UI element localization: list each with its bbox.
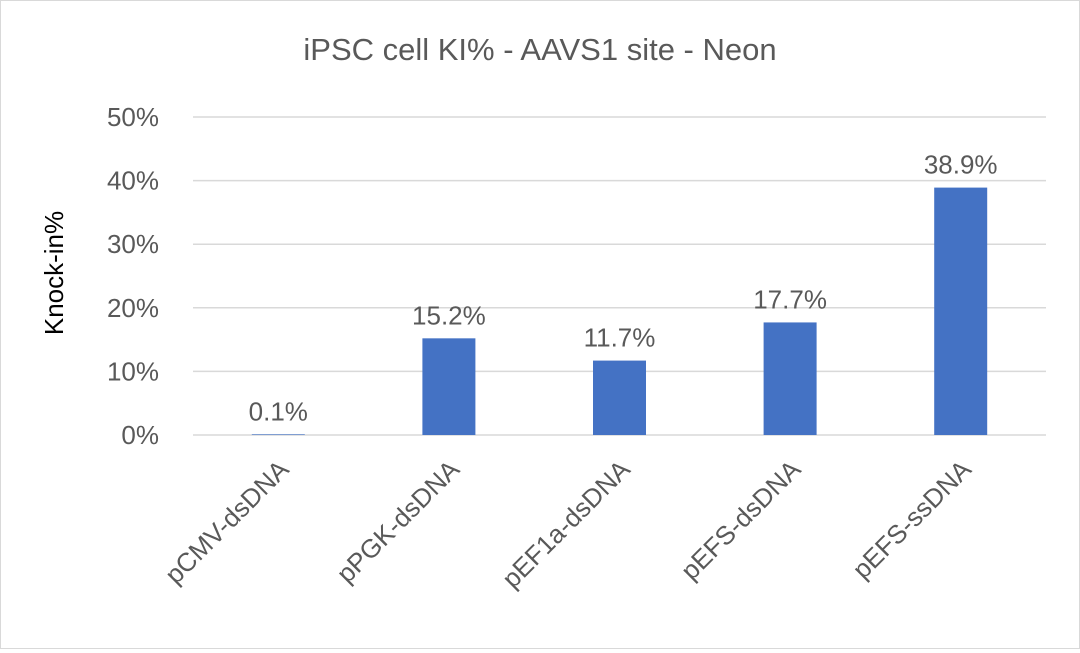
category-label: pEFS-dsDNA xyxy=(675,454,807,586)
y-tick-labels: 0% 10% 20% 30% 40% 50% xyxy=(107,102,159,450)
data-label: 15.2% xyxy=(412,300,486,330)
bar xyxy=(251,434,305,435)
category-label: pEFS-ssDNA xyxy=(846,454,977,585)
category-label: pCMV-dsDNA xyxy=(159,454,295,590)
category-label: pPGK-dsDNA xyxy=(331,454,466,589)
bar xyxy=(422,338,476,435)
bar xyxy=(934,187,988,435)
data-label: 38.9% xyxy=(924,150,998,180)
data-label: 0.1% xyxy=(249,396,308,426)
gridlines xyxy=(193,116,1046,436)
chart-title: iPSC cell KI% - AAVS1 site - Neon xyxy=(303,32,776,67)
bars xyxy=(251,187,988,435)
category-label: pEF1a-dsDNA xyxy=(496,454,636,594)
y-tick-label: 20% xyxy=(107,293,159,323)
y-tick-label: 50% xyxy=(107,102,159,132)
y-tick-label: 0% xyxy=(121,420,159,450)
bar xyxy=(593,360,646,435)
data-labels: 0.1% 15.2% 11.7% 17.7% 38.9% xyxy=(249,150,998,427)
y-tick-label: 30% xyxy=(107,229,159,259)
bar xyxy=(763,322,817,435)
data-label: 17.7% xyxy=(753,284,827,314)
y-tick-label: 40% xyxy=(107,166,159,196)
data-label: 11.7% xyxy=(584,323,656,353)
y-tick-label: 10% xyxy=(107,356,159,386)
category-labels: pCMV-dsDNA pPGK-dsDNA pEF1a-dsDNA pEFS-dsDN… xyxy=(159,454,978,594)
y-axis-title: Knock-in% xyxy=(39,211,69,335)
